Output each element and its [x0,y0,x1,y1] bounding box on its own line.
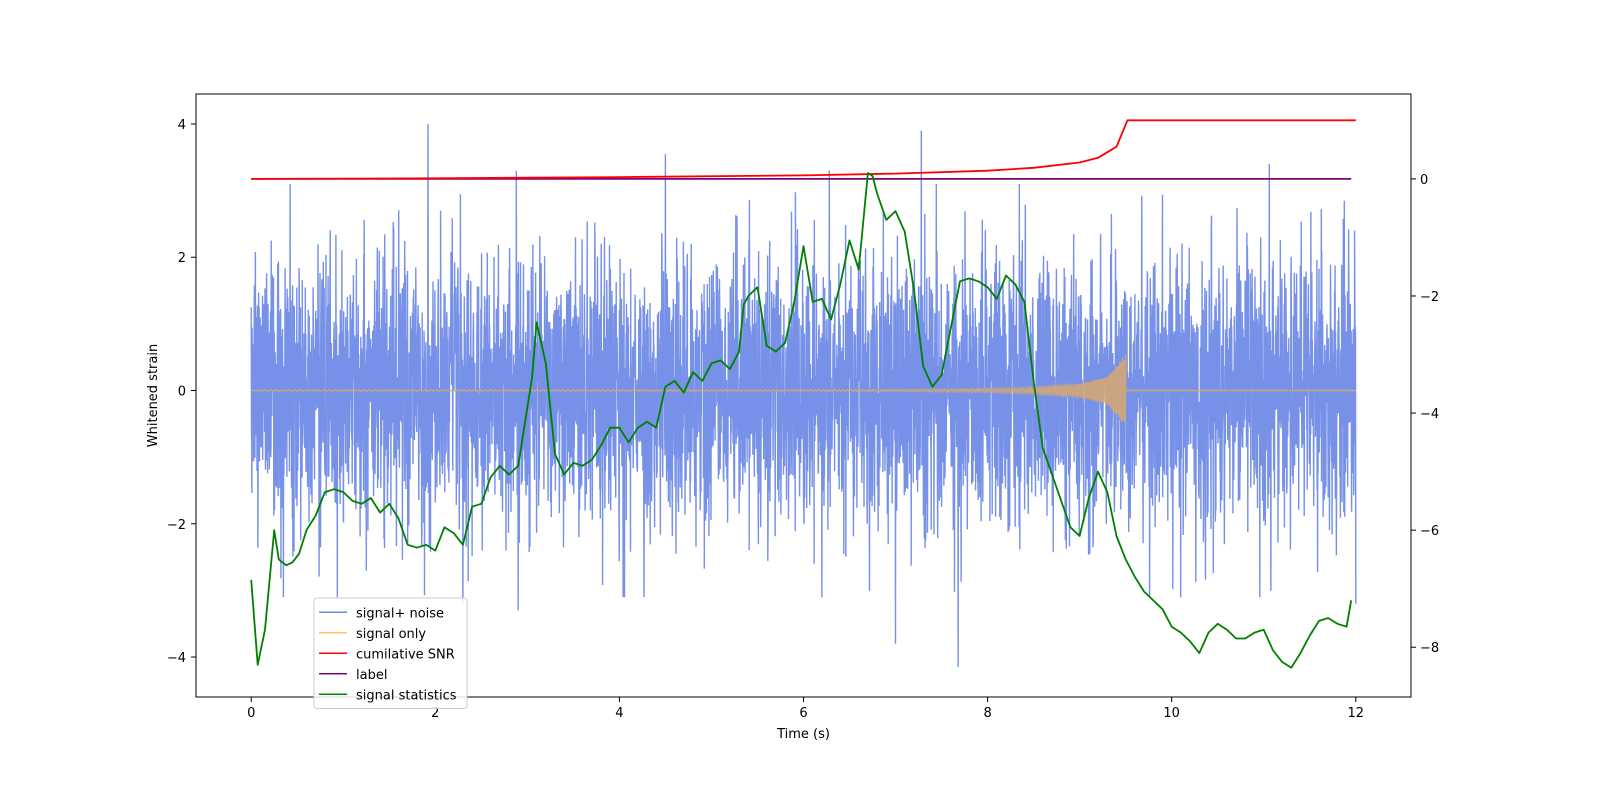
legend-label: label [356,668,387,683]
signal-noise-line [250,123,1357,668]
x-tick-label: 0 [247,706,255,721]
y-axis-left: −4 −2 0 2 4 [167,118,196,666]
legend-box [313,597,468,709]
signal-only-line [250,354,1356,424]
x-axis: 0 2 4 6 8 10 12 [247,697,1364,721]
series-lines [250,119,1356,669]
legend-label: signal+ noise [356,606,444,621]
y-tick-label: −4 [167,651,186,666]
legend-label: signal statistics [356,688,457,703]
y-tick-label: 4 [178,118,186,133]
y-tick-label: −2 [167,518,186,533]
x-tick-label: 10 [1163,706,1180,721]
cumilative-snr-line [251,119,1356,180]
x-tick-label: 2 [431,706,439,721]
y2-tick-label: −2 [1420,290,1439,305]
y-axis-label: Whitened strain [146,344,161,447]
y-tick-label: 2 [178,251,186,266]
y2-tick-label: −4 [1420,407,1439,422]
x-tick-label: 8 [983,706,991,721]
y-tick-label: 0 [178,385,186,400]
x-tick-label: 6 [799,706,807,721]
legend: signal+ noise signal only cumilative SNR la… [313,597,468,709]
signal-statistics-line [250,172,1353,669]
legend-label: signal only [356,627,426,642]
series-signal-only [250,354,1356,424]
x-tick-label: 12 [1347,706,1364,721]
legend-label: cumilative SNR [356,647,455,662]
y-axis-right: −8 −6 −4 −2 0 [1411,173,1439,656]
series-signal-noise [250,123,1357,668]
x-axis-label: Time (s) [776,727,830,742]
x-tick-label: 4 [615,706,623,721]
y2-tick-label: −6 [1420,524,1439,539]
y2-tick-label: 0 [1420,173,1428,188]
y2-tick-label: −8 [1420,641,1439,656]
